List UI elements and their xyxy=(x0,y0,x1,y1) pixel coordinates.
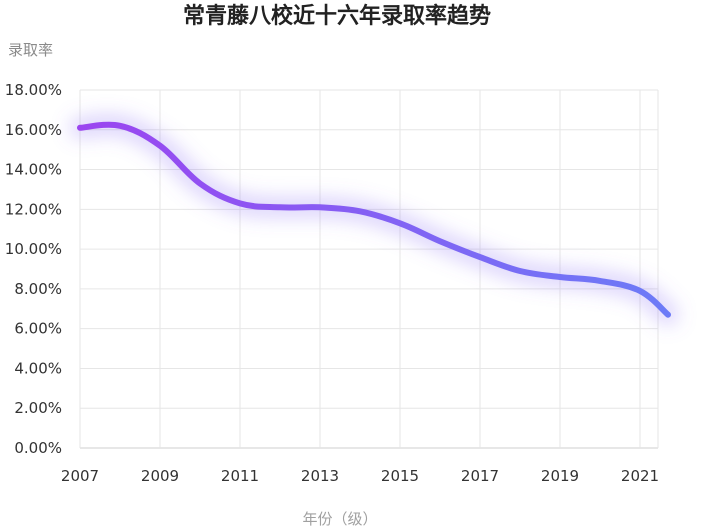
x-tick-label: 2015 xyxy=(381,467,419,485)
x-tick-label: 2011 xyxy=(221,467,259,485)
y-tick-labels: 0.00% 2.00% 4.00% 6.00% 8.00% 10.00% 12.00% 14.… xyxy=(5,81,62,457)
x-tick-label: 2013 xyxy=(301,467,339,485)
y-tick-label: 0.00% xyxy=(14,439,62,457)
series-layer xyxy=(69,113,679,326)
x-tick-label: 2007 xyxy=(61,467,99,485)
x-tick-label: 2019 xyxy=(541,467,579,485)
x-axis-label: 年份（级） xyxy=(302,510,377,528)
y-tick-label: 10.00% xyxy=(5,240,62,258)
y-axis-label: 录取率 xyxy=(8,41,53,59)
y-tick-label: 2.00% xyxy=(14,399,62,417)
x-tick-labels: 2007 2009 2011 2013 2015 2017 2019 2021 xyxy=(61,467,659,485)
x-tick-label: 2021 xyxy=(621,467,659,485)
y-tick-label: 14.00% xyxy=(5,161,62,179)
y-tick-label: 16.00% xyxy=(5,121,62,139)
y-tick-label: 8.00% xyxy=(14,280,62,298)
y-tick-label: 4.00% xyxy=(14,359,62,377)
y-tick-label: 18.00% xyxy=(5,81,62,99)
series-line xyxy=(77,121,671,318)
x-tick-label: 2017 xyxy=(461,467,499,485)
y-tick-label: 6.00% xyxy=(14,320,62,338)
y-tick-label: 12.00% xyxy=(5,200,62,218)
x-tick-label: 2009 xyxy=(141,467,179,485)
chart-title: 常青藤八校近十六年录取率趋势 xyxy=(183,3,491,29)
